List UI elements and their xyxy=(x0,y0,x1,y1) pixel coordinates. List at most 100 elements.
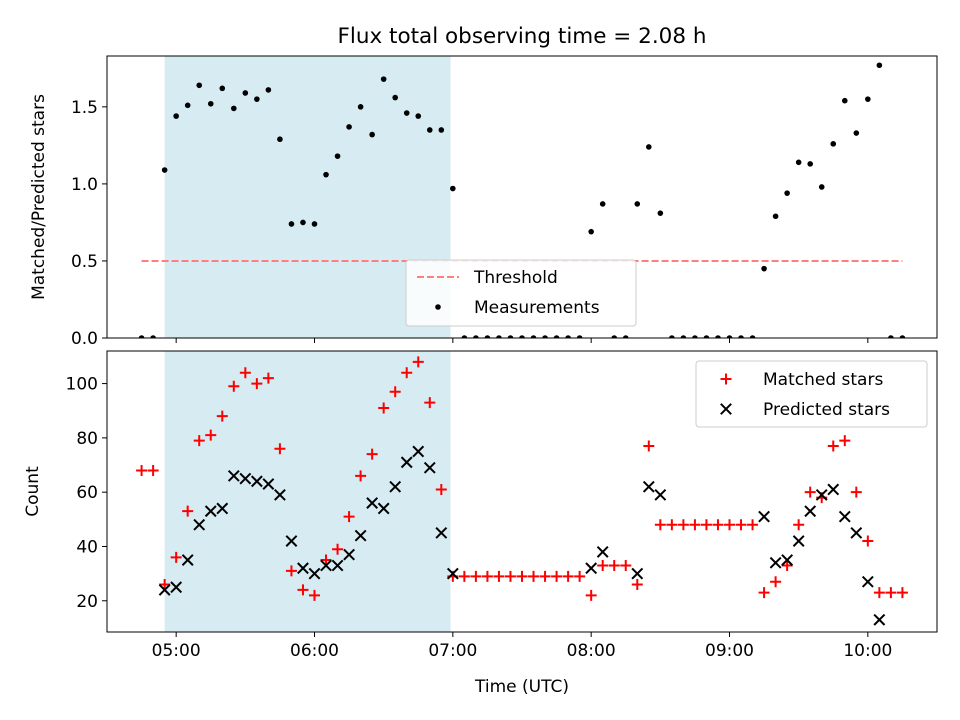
matched-stars-point xyxy=(216,410,228,422)
matched-stars-point xyxy=(343,511,355,523)
predicted-stars-point xyxy=(354,529,367,542)
predicted-stars-point xyxy=(158,584,171,596)
measurement-point xyxy=(888,335,894,338)
predicted-stars-point xyxy=(642,480,655,493)
measurement-point xyxy=(254,96,260,102)
predicted-stars-point xyxy=(377,502,390,515)
measurement-point xyxy=(553,335,560,338)
predicted-stars-point xyxy=(873,613,886,626)
y-tick-label: 0.0 xyxy=(71,329,98,349)
measurement-point xyxy=(496,335,502,338)
measurement-point xyxy=(357,104,364,110)
predicted-stars-point xyxy=(758,510,770,523)
plot-area xyxy=(136,351,908,632)
predicted-stars-point xyxy=(274,488,286,501)
measurement-point xyxy=(461,335,468,338)
matched-stars-point xyxy=(735,519,747,531)
predicted-stars-point xyxy=(781,554,794,566)
matched-stars-point xyxy=(262,372,274,384)
measurement-point xyxy=(865,96,871,102)
matched-stars-point xyxy=(504,570,516,582)
predicted-stars-point xyxy=(320,559,332,572)
predicted-stars-point xyxy=(412,445,425,458)
measurement-point xyxy=(403,110,410,116)
measurement-point xyxy=(530,335,537,338)
measurement-point xyxy=(277,136,283,143)
matched-stars-point xyxy=(539,570,551,582)
measurement-point xyxy=(196,82,203,89)
y-axis-label: Count xyxy=(23,466,43,517)
measurement-point xyxy=(138,335,145,338)
predicted-stars-point xyxy=(250,475,263,488)
matched-stars-point xyxy=(551,570,563,582)
measurement-point xyxy=(311,221,318,227)
measurement-point xyxy=(634,201,641,207)
measurement-point xyxy=(161,167,168,173)
matched-stars-point xyxy=(850,486,862,498)
predicted-stars-point xyxy=(308,567,321,580)
y-axis-label: Matched/Predicted stars xyxy=(29,94,49,300)
measurement-point xyxy=(807,161,813,167)
measurement-point xyxy=(346,124,352,130)
predicted-stars-point xyxy=(446,567,459,580)
matched-stars-point xyxy=(401,367,413,379)
legend-box xyxy=(695,360,928,428)
matched-stars-point xyxy=(355,470,367,482)
matched-stars-point xyxy=(758,587,770,599)
predicted-stars-point xyxy=(181,554,194,566)
measurement-point xyxy=(853,130,860,136)
matched-stars-point xyxy=(481,570,493,582)
measurement-point xyxy=(738,335,744,338)
measurement-point xyxy=(784,190,790,196)
measurement-point xyxy=(611,335,618,338)
measurement-point xyxy=(726,335,733,338)
matched-stars-point xyxy=(620,559,632,571)
matched-stars-point xyxy=(700,519,712,531)
predicted-stars-point xyxy=(815,488,828,501)
measurement-point xyxy=(715,335,721,338)
measurement-point xyxy=(657,210,664,216)
predicted-stars-point xyxy=(850,526,863,539)
matched-stars-point xyxy=(159,578,171,590)
x-tick-label: 10:00 xyxy=(843,641,892,661)
matched-stars-point xyxy=(424,397,436,409)
predicted-stars-point xyxy=(239,472,252,485)
predicted-stars-point xyxy=(285,535,298,547)
measurement-point xyxy=(772,213,779,220)
matched-stars-point xyxy=(309,589,320,601)
ratio-panel: 0.0 0.5 1.0 1.5 Matched/Predicted stars Thres… xyxy=(29,55,938,349)
x-tick-label: 06:00 xyxy=(290,641,339,661)
predicted-stars-point xyxy=(423,461,436,474)
legend: Matched stars Predicted stars xyxy=(695,360,928,428)
matched-stars-point xyxy=(470,570,482,582)
matched-stars-point xyxy=(332,543,344,555)
matched-stars-point xyxy=(528,570,540,582)
measurement-point xyxy=(749,335,756,338)
matched-stars-point xyxy=(827,440,839,452)
matched-stars-point xyxy=(677,519,689,531)
measurement-point xyxy=(184,102,191,109)
matched-stars-point xyxy=(608,559,620,571)
matched-stars-point xyxy=(516,570,528,582)
observing-window-shade xyxy=(164,351,451,632)
matched-stars-point xyxy=(885,587,897,599)
predicted-stars-point xyxy=(654,488,667,501)
predicted-stars-point xyxy=(861,575,874,588)
legend-threshold-label: Threshold xyxy=(473,268,558,288)
matched-stars-point xyxy=(654,519,666,531)
measurement-point xyxy=(680,335,687,338)
measurement-point xyxy=(576,335,583,338)
predicted-stars-point xyxy=(204,505,217,518)
matched-stars-point xyxy=(274,443,286,455)
matched-stars-point xyxy=(747,519,759,531)
measurement-point xyxy=(323,171,329,178)
measurement-point xyxy=(426,127,433,133)
y-tick-label: 100 xyxy=(66,375,98,395)
matched-stars-point xyxy=(896,587,908,599)
count-panel: 20 40 60 80 100 05:00 06:00 07:00 08:00 09:00 10:0… xyxy=(23,350,938,697)
predicted-stars-point xyxy=(366,497,379,509)
measurement-point xyxy=(692,335,698,338)
measurement-point xyxy=(300,219,306,226)
measurement-point xyxy=(265,87,272,93)
predicted-stars-point xyxy=(331,559,344,572)
